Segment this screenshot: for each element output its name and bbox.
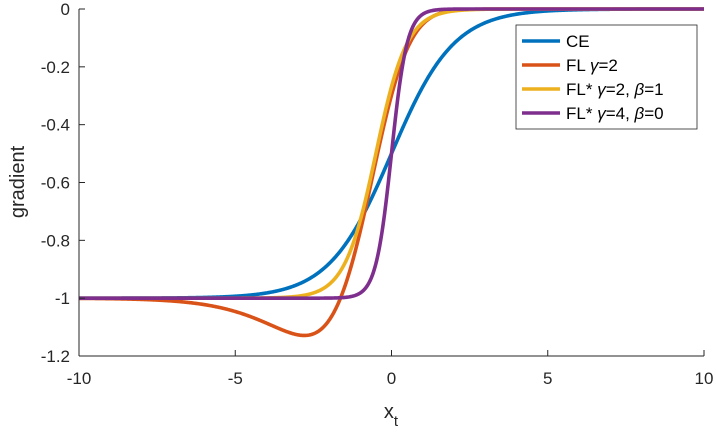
- y-tick-label: -0.8: [41, 231, 70, 250]
- x-tick-label: 10: [695, 369, 714, 388]
- y-axis-label: gradient: [7, 145, 29, 218]
- x-axis-label: xt: [384, 401, 399, 430]
- y-tick-label: -0.2: [41, 58, 70, 77]
- x-tick-label: -5: [228, 369, 243, 388]
- legend: CE FL γ=2 FL* γ=2, β=1 FL* γ=4, β=0: [515, 24, 698, 130]
- legend-label: FL* γ=4, β=0: [566, 104, 664, 123]
- y-tick-label: 0: [61, 0, 70, 19]
- y-tick-label: -0.6: [41, 174, 70, 193]
- y-ticks: 0 -0.2 -0.4 -0.6 -0.8 -1 -1.2: [41, 0, 85, 366]
- series-layer: [77, 7, 706, 338]
- x-axis-label-subscript: t: [394, 413, 399, 430]
- y-tick-label: -0.4: [41, 116, 70, 135]
- x-tick-label: 0: [387, 369, 396, 388]
- legend-label: FL* γ=2, β=1: [566, 80, 664, 99]
- x-tick-label: -10: [67, 369, 92, 388]
- y-tick-label: -1: [55, 289, 70, 308]
- legend-items: CE FL γ=2 FL* γ=2, β=1 FL* γ=4, β=0: [522, 32, 664, 123]
- x-tick-label: 5: [543, 369, 552, 388]
- x-axis-label-main: x: [384, 401, 394, 423]
- x-ticks: -10 -5 0 5 10: [67, 350, 714, 388]
- legend-label: FL γ=2: [566, 56, 618, 75]
- legend-label: CE: [566, 32, 590, 51]
- y-tick-label: -1.2: [41, 347, 70, 366]
- series-line: [77, 7, 706, 300]
